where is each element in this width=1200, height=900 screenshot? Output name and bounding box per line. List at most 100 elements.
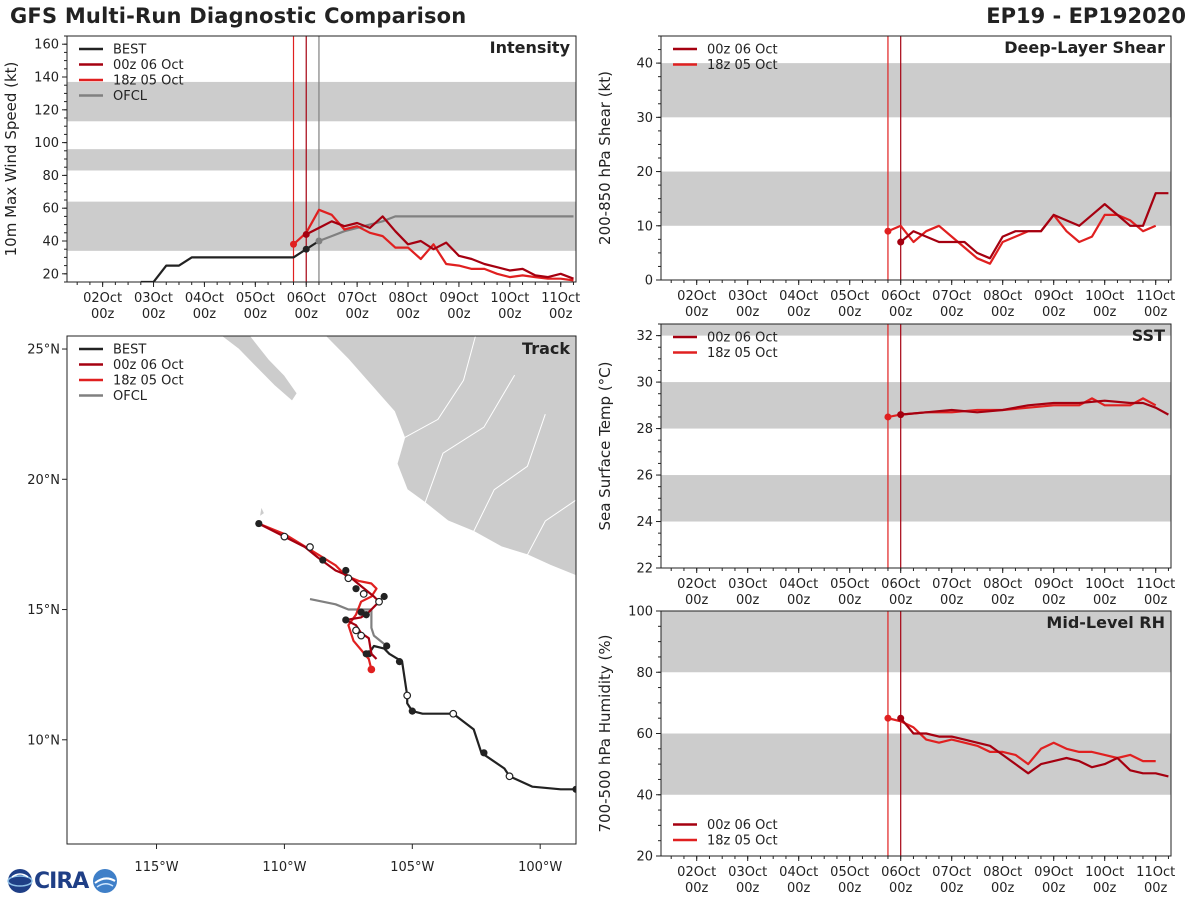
intensity-ytick-label: 20 xyxy=(42,267,59,282)
track-ytick-label: 25°N xyxy=(27,343,60,358)
shear-xtick-date: 11Oct xyxy=(1136,289,1175,304)
track-panel-title: Track xyxy=(522,339,570,358)
track-xtick-label: 115°W xyxy=(134,860,178,875)
sst-xtick-date: 06Oct xyxy=(881,577,920,592)
intensity-xtick-hour: 00z xyxy=(142,307,166,322)
rh-plot-area xyxy=(661,611,1171,856)
intensity-series-marker xyxy=(302,230,310,238)
rh-xtick-hour: 00z xyxy=(1144,881,1168,896)
intensity-xtick-date: 04Oct xyxy=(185,291,224,306)
sst-ytick-label: 28 xyxy=(636,422,653,437)
shear-band xyxy=(661,63,1171,118)
track-marker-filled xyxy=(572,785,576,793)
sst-xtick-date: 11Oct xyxy=(1136,577,1175,592)
intensity-legend-label: 18z 05 Oct xyxy=(113,74,184,89)
shear-ytick-label: 40 xyxy=(636,57,653,72)
track-marker-filled xyxy=(255,519,263,528)
track-marker-filled xyxy=(342,616,350,624)
intensity-series-marker xyxy=(290,240,298,248)
shear-xtick-date: 03Oct xyxy=(728,289,767,304)
intensity-ytick-label: 120 xyxy=(34,103,59,118)
rh-ytick-label: 40 xyxy=(636,788,653,803)
track-line xyxy=(309,598,388,647)
intensity-xtick-hour: 00z xyxy=(498,307,522,322)
sst-xtick-hour: 00z xyxy=(685,593,709,608)
sst-series-line xyxy=(900,399,1169,416)
track-marker-filled xyxy=(395,658,404,666)
shear-band xyxy=(661,171,1171,226)
track-marker-filled xyxy=(362,650,370,658)
intensity-xtick-hour: 00z xyxy=(396,307,420,322)
intensity-ylabel: 10m Max Wind Speed (kt) xyxy=(2,62,20,257)
sst-band xyxy=(661,475,1171,522)
sst-ytick-label: 32 xyxy=(636,329,653,344)
track-marker-filled xyxy=(480,749,488,757)
shear-ytick-label: 10 xyxy=(636,219,653,234)
rh-xtick-hour: 00z xyxy=(940,881,964,896)
intensity-xtick-date: 09Oct xyxy=(439,291,478,306)
shear-xtick-hour: 00z xyxy=(685,305,709,320)
shear-xtick-date: 10Oct xyxy=(1085,289,1124,304)
rh-xtick-date: 08Oct xyxy=(983,865,1022,880)
shear-series-line xyxy=(899,192,1169,260)
shear-panel-title: Deep-Layer Shear xyxy=(1004,38,1165,57)
sst-xtick-hour: 00z xyxy=(736,593,760,608)
track-marker-init xyxy=(367,665,376,674)
rh-series-marker xyxy=(884,714,892,722)
cira-logo: CIRA xyxy=(6,866,122,896)
sst-xtick-date: 09Oct xyxy=(1034,577,1073,592)
sst-xtick-date: 07Oct xyxy=(932,577,971,592)
intensity-xtick-hour: 00z xyxy=(295,307,319,322)
track-marker-filled xyxy=(342,566,350,575)
sst-xtick-date: 02Oct xyxy=(677,577,716,592)
sst-xtick-date: 10Oct xyxy=(1085,577,1124,592)
track-marker-open xyxy=(505,772,514,781)
sst-series-marker xyxy=(884,413,892,421)
shear-xtick-hour: 00z xyxy=(889,305,913,320)
intensity-panel-title: Intensity xyxy=(490,38,571,57)
shear-ytick-label: 30 xyxy=(636,111,653,126)
storm-id-label: EP19 - EP192020 xyxy=(986,4,1186,28)
shear-xtick-date: 02Oct xyxy=(677,289,716,304)
track-land-baja xyxy=(220,336,298,402)
rh-xtick-hour: 00z xyxy=(736,881,760,896)
track-marker-filled xyxy=(383,642,391,650)
sst-xtick-date: 04Oct xyxy=(779,577,818,592)
intensity-xtick-date: 08Oct xyxy=(389,291,428,306)
track-ytick-label: 10°N xyxy=(27,733,60,748)
intensity-ytick-label: 100 xyxy=(34,136,59,151)
sst-xtick-hour: 00z xyxy=(838,593,862,608)
track-marker-filled xyxy=(319,556,327,564)
shear-series-marker xyxy=(897,238,905,246)
intensity-legend-label: OFCL xyxy=(113,89,148,104)
rh-xtick-date: 03Oct xyxy=(728,865,767,880)
shear-series-marker xyxy=(884,227,892,235)
rh-xtick-date: 07Oct xyxy=(932,865,971,880)
shear-panel: 01020304002Oct00z03Oct00z04Oct00z05Oct00… xyxy=(596,35,1175,320)
intensity-band xyxy=(67,149,576,171)
track-marker-open xyxy=(280,532,289,541)
intensity-xtick-date: 07Oct xyxy=(338,291,377,306)
rh-xtick-hour: 00z xyxy=(685,881,709,896)
rh-xtick-date: 06Oct xyxy=(881,865,920,880)
sst-band xyxy=(661,324,1171,336)
track-marker-filled xyxy=(408,707,416,715)
shear-legend-label: 00z 06 Oct xyxy=(707,43,778,58)
intensity-xtick-date: 11Oct xyxy=(541,291,580,306)
rh-series-marker xyxy=(897,714,905,722)
shear-xtick-hour: 00z xyxy=(736,305,760,320)
intensity-legend-label: 00z 06 Oct xyxy=(113,58,184,73)
shear-xtick-date: 06Oct xyxy=(881,289,920,304)
sst-xtick-hour: 00z xyxy=(1042,593,1066,608)
shear-xtick-date: 05Oct xyxy=(830,289,869,304)
intensity-band xyxy=(67,81,576,122)
track-marker-open xyxy=(375,597,383,606)
rh-xtick-hour: 00z xyxy=(838,881,862,896)
track-legend-label: 18z 05 Oct xyxy=(113,374,184,389)
rh-ylabel: 700-500 hPa Humidity (%) xyxy=(596,634,614,832)
track-ytick-label: 15°N xyxy=(27,603,60,618)
track-frame xyxy=(66,335,577,845)
rh-xtick-hour: 00z xyxy=(1042,881,1066,896)
track-xtick-label: 110°W xyxy=(262,860,306,875)
intensity-series-marker xyxy=(302,245,310,253)
